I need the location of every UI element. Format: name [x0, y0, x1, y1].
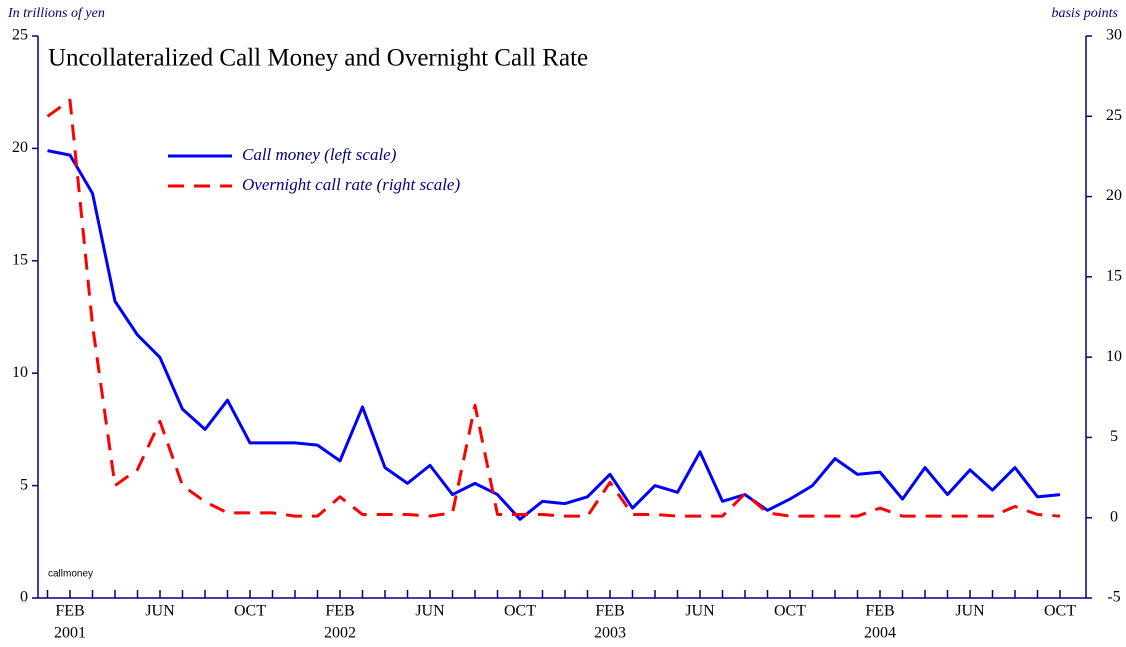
y2-tick-label: 5 — [1110, 428, 1118, 445]
y-tick-label: 20 — [12, 139, 28, 156]
x-tick-label: JUN — [145, 603, 175, 620]
legend-label: Call money (left scale) — [242, 145, 397, 164]
x-tick-label: JUN — [685, 603, 715, 620]
note: callmoney — [48, 569, 93, 580]
x-year-label: 2003 — [594, 625, 626, 642]
y-tick-label: 25 — [12, 27, 28, 44]
x-tick-label: FEB — [865, 603, 894, 620]
y-tick-label: 10 — [12, 364, 28, 381]
y2-tick-label: 30 — [1106, 27, 1122, 44]
x-tick-label: FEB — [55, 603, 84, 620]
y2-tick-label: 20 — [1106, 187, 1122, 204]
y-axis-label: In trillions of yen — [7, 6, 105, 21]
y2-tick-label: 0 — [1110, 508, 1118, 525]
x-tick-label: OCT — [774, 603, 806, 620]
x-tick-label: JUN — [415, 603, 445, 620]
y2-axis-label: basis points — [1051, 6, 1118, 21]
y2-tick-label: 15 — [1106, 268, 1122, 285]
x-tick-label: OCT — [504, 603, 536, 620]
x-tick-label: OCT — [1044, 603, 1076, 620]
x-tick-label: FEB — [595, 603, 624, 620]
x-year-label: 2001 — [54, 625, 86, 642]
x-year-label: 2002 — [324, 625, 356, 642]
series-line — [47, 149, 1061, 521]
y-tick-label: 5 — [20, 476, 28, 493]
x-tick-label: OCT — [234, 603, 266, 620]
y-tick-label: 0 — [20, 589, 28, 606]
y2-tick-label: 10 — [1106, 348, 1122, 365]
x-year-label: 2004 — [864, 625, 896, 642]
y-tick-label: 15 — [12, 251, 28, 268]
series-line — [46, 98, 1061, 518]
x-tick-label: JUN — [955, 603, 985, 620]
chart-title: Uncollateralized Call Money and Overnigh… — [48, 45, 588, 72]
y2-tick-label: 25 — [1106, 107, 1122, 124]
x-tick-label: FEB — [325, 603, 354, 620]
y2-tick-label: -5 — [1107, 589, 1120, 606]
legend-label: Overnight call rate (right scale) — [242, 175, 460, 194]
